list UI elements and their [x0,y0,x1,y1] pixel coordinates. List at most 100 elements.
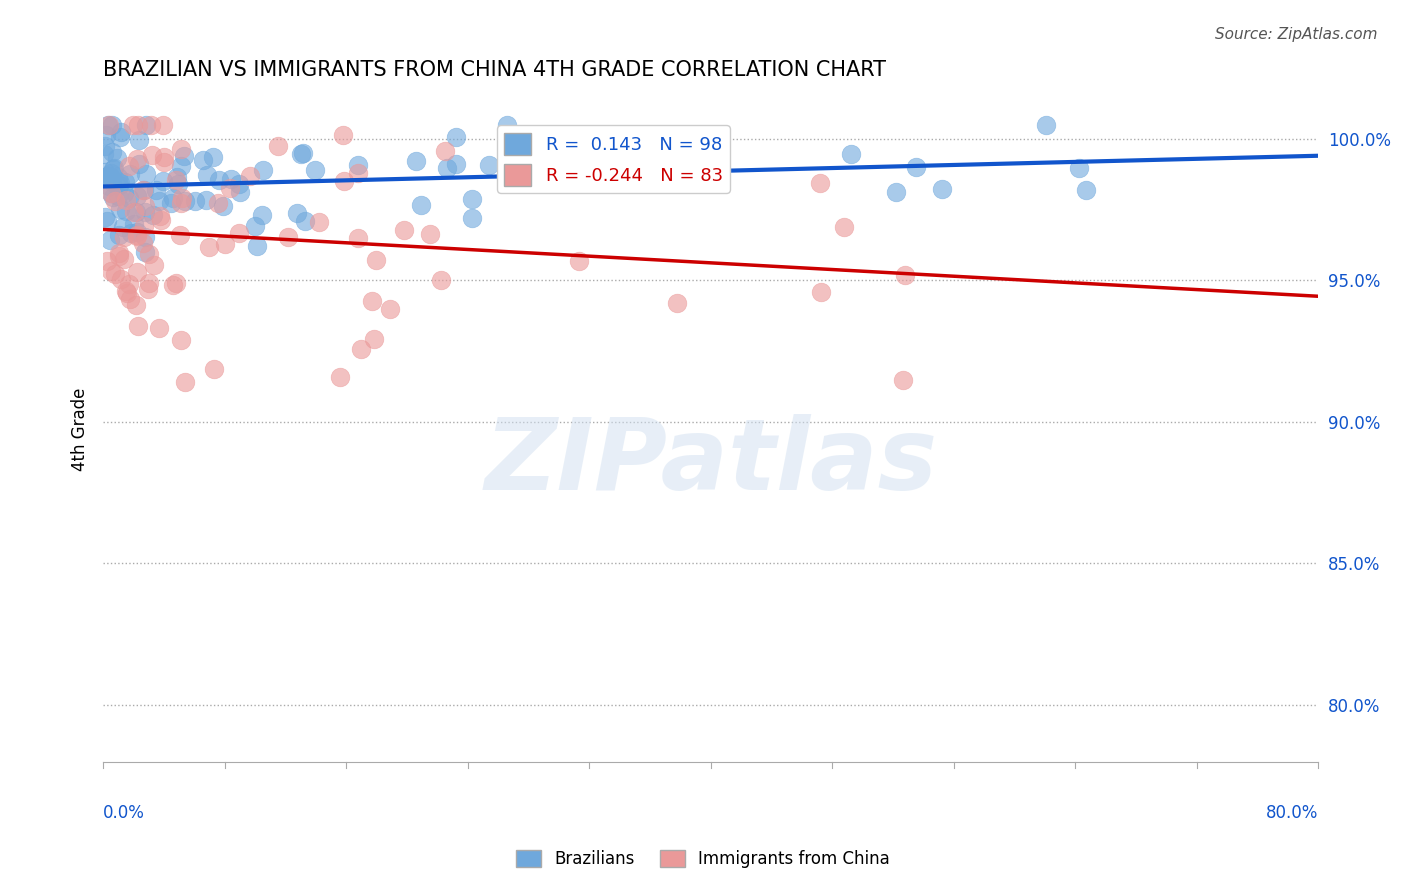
Point [202,361,225,376]
Point [94,210,117,224]
Point [107,170,129,185]
Point [252,208,274,222]
Point [405,154,427,169]
Point [665,296,688,310]
Point [128,133,150,147]
Point [124,217,146,231]
Point [380,301,402,316]
Point [142,208,165,222]
Point [208,173,231,187]
Point [143,258,166,272]
Point [125,204,148,219]
Point [136,282,159,296]
Point [478,158,501,172]
Point [132,183,155,197]
Point [101,175,124,189]
Point [104,194,127,208]
Point [411,198,433,212]
Legend: Brazilians, Immigrants from China: Brazilians, Immigrants from China [509,843,897,875]
Point [94,128,117,142]
Point [173,375,195,389]
Point [138,247,160,261]
Point [1067,161,1090,175]
Point [808,177,831,191]
Point [366,253,388,268]
Point [117,159,139,173]
Point [108,178,131,192]
Point [246,239,269,253]
Point [93,139,115,153]
Point [152,174,174,188]
Point [346,166,368,180]
Point [145,184,167,198]
Point [118,191,141,205]
Point [98,179,121,194]
Point [329,370,352,384]
Point [152,118,174,132]
Point [135,167,157,181]
Point [114,204,136,219]
Point [134,219,156,233]
Point [290,146,312,161]
Point [565,156,588,170]
Point [112,186,135,200]
Point [98,233,121,247]
Point [333,174,356,188]
Point [134,204,156,219]
Point [229,185,252,199]
Point [886,186,908,200]
Point [103,190,125,204]
Point [162,191,184,205]
Point [212,199,235,213]
Point [239,169,262,184]
Point [134,230,156,244]
Point [195,168,218,182]
Point [134,244,156,259]
Point [170,333,193,347]
Point [125,229,148,244]
Point [160,195,183,210]
Point [100,186,122,200]
Point [495,118,517,132]
Point [285,206,308,220]
Point [170,159,193,173]
Point [166,170,188,185]
Point [127,118,149,132]
Point [96,214,118,228]
Point [112,252,135,266]
Text: 0.0%: 0.0% [103,804,145,822]
Point [152,150,174,164]
Y-axis label: 4th Grade: 4th Grade [72,387,89,471]
Point [107,189,129,203]
Point [132,235,155,250]
Point [100,172,122,186]
Point [905,160,928,174]
Point [112,219,135,234]
Point [96,254,118,268]
Point [363,332,385,346]
Point [361,293,384,308]
Point [277,230,299,244]
Point [170,142,193,156]
Point [135,118,157,132]
Point [1035,118,1057,132]
Point [148,321,170,335]
Point [162,277,184,292]
Point [172,190,194,204]
Point [101,118,124,132]
Point [228,178,250,192]
Point [148,194,170,208]
Point [165,173,187,187]
Point [104,268,127,282]
Point [461,192,484,206]
Text: 80.0%: 80.0% [1265,804,1319,822]
Point [132,183,155,197]
Point [115,194,138,208]
Point [118,277,141,291]
Point [243,219,266,234]
Text: BRAZILIAN VS IMMIGRANTS FROM CHINA 4TH GRADE CORRELATION CHART: BRAZILIAN VS IMMIGRANTS FROM CHINA 4TH G… [103,60,886,79]
Point [96,169,118,184]
Point [125,188,148,202]
Point [122,118,145,132]
Legend: R =  0.143   N = 98, R = -0.244   N = 83: R = 0.143 N = 98, R = -0.244 N = 83 [496,126,730,193]
